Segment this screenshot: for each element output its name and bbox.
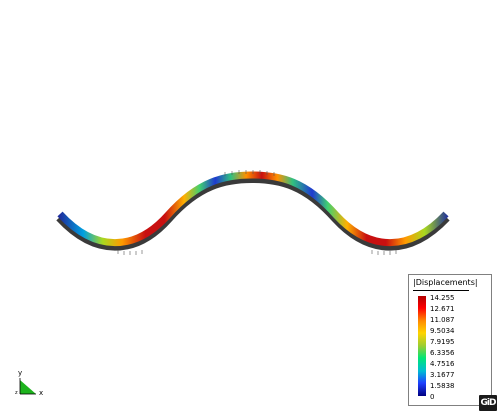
displacement-legend: |Displacements| 14.255 12.671 11.087 9.5… [408, 274, 492, 406]
axis-triad-icon [19, 378, 36, 395]
legend-color-bar [418, 296, 426, 396]
legend-label: 7.9195 [430, 338, 455, 346]
x-axis-label: x [39, 389, 44, 397]
legend-title-underline [413, 290, 469, 291]
z-axis-label: z [15, 390, 18, 396]
legend-label: 6.3356 [430, 349, 455, 357]
mesh-lines [117, 170, 397, 255]
legend-label: 3.1677 [430, 371, 455, 379]
legend-label: 1.5838 [430, 382, 455, 390]
gid-logo: GiD [479, 395, 497, 411]
legend-label: 9.5034 [430, 327, 455, 335]
y-axis-label: y [18, 369, 23, 377]
axis-triad: y x z [14, 370, 54, 400]
legend-label: 11.087 [430, 316, 455, 324]
legend-title: |Displacements| [413, 278, 478, 287]
legend-label: 12.671 [430, 305, 455, 313]
legend-label: 14.255 [430, 294, 455, 302]
beam-contour [57, 171, 449, 247]
beam-underside [56, 172, 450, 251]
legend-label: 4.7516 [430, 360, 455, 368]
legend-label: 0 [430, 393, 435, 401]
